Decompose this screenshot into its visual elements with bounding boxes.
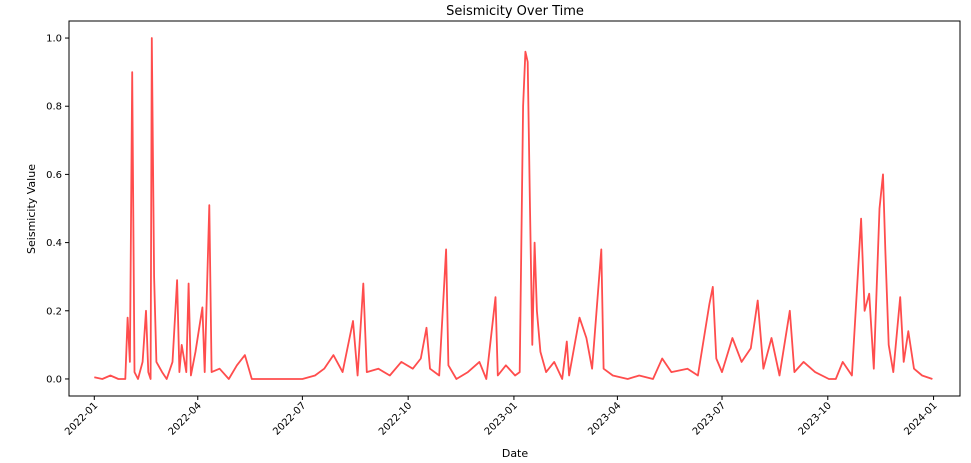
- x-tick-label: 2024-01: [902, 400, 939, 437]
- y-tick-label: 0.4: [46, 238, 62, 249]
- x-tick-label: 2022-10: [377, 400, 414, 437]
- x-tick-label: 2023-01: [483, 400, 520, 437]
- chart-title: Seismicity Over Time: [446, 4, 584, 19]
- y-tick-label: 0.8: [46, 102, 62, 113]
- y-tick-label: 0.6: [46, 170, 62, 181]
- x-tick-label: 2022-01: [63, 400, 100, 437]
- y-tick-label: 1.0: [46, 34, 62, 45]
- y-tick-label: 0.2: [46, 306, 62, 317]
- x-tick-label: 2023-10: [797, 400, 834, 437]
- x-tick-label: 2023-04: [586, 400, 623, 437]
- plot-frame: [68, 20, 961, 397]
- x-tick-label: 2022-04: [167, 400, 204, 437]
- series-line: [94, 37, 933, 380]
- y-axis-label: Seismicity Value: [25, 164, 38, 254]
- x-tick-label: 2023-07: [691, 400, 728, 437]
- x-tick-label: 2022-07: [271, 400, 308, 437]
- x-axis-label: Date: [502, 447, 529, 460]
- y-tick-label: 0.0: [46, 374, 62, 385]
- series-layer: [94, 37, 933, 380]
